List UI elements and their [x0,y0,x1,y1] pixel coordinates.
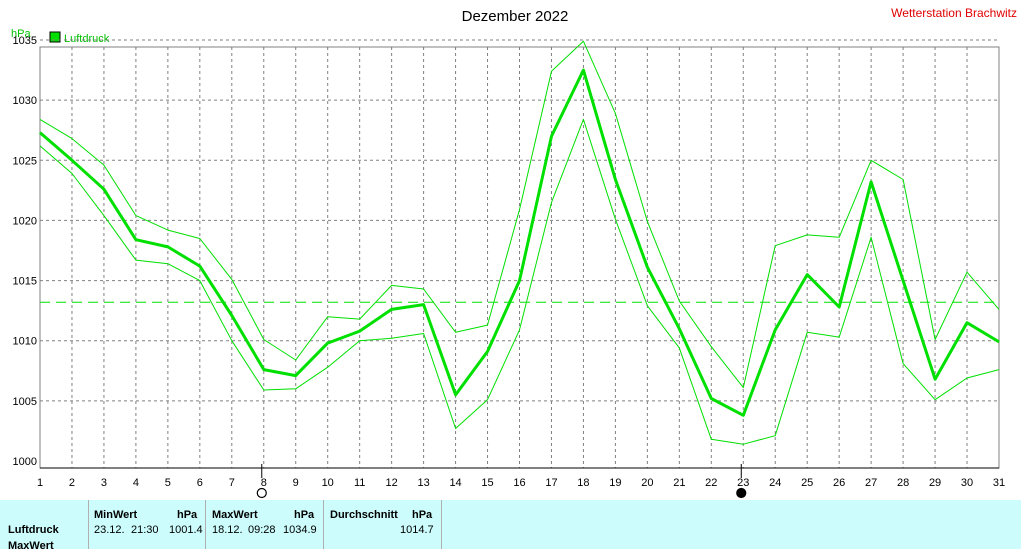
chart-title: Dezember 2022 [462,8,569,25]
x-tick-label: 1 [37,477,43,489]
x-tick-label: 27 [865,477,877,489]
avg-value: 1014.7 [400,524,434,536]
min-cell: MinWert hPa 23.12. 21:30 1001.4 [89,500,206,549]
y-tick-label: 1015 [13,276,37,288]
x-tick-label: 29 [929,477,941,489]
x-tick-label: 2 [69,477,75,489]
max-time: 09:28 [248,524,276,536]
row-label-maxwert: MaxWert [8,540,54,552]
x-tick-label: 8 [261,477,267,489]
x-tick-label: 11 [354,477,365,489]
x-tick-label: 30 [961,477,973,489]
row-label-luftdruck: Luftdruck [8,524,59,536]
y-tick-labels: 1000 1005 1010 1015 1020 1025 1030 1035 [13,35,37,468]
moon-markers [256,464,747,499]
y-tick-label: 1035 [13,35,37,47]
x-tick-label: 9 [293,477,299,489]
x-tick-label: 23 [737,477,749,489]
avg-header: Durchschnitt [330,509,398,521]
min-header: MinWert [94,509,138,521]
x-tick-label: 31 [993,477,1005,489]
min-unit: hPa [177,509,198,521]
series-lines [39,40,1000,445]
series-line-daily-min [39,118,1000,445]
x-tick-label: 10 [322,477,334,489]
station-name: Wetterstation Brachwitz [891,6,1017,20]
y-axis-unit: hPa [11,28,31,40]
x-tick-label: 18 [577,477,589,489]
legend-label: Luftdruck [64,33,110,45]
x-tick-label: 16 [513,477,525,489]
x-tick-label: 19 [609,477,621,489]
x-tick-labels: 1 2 3 4 5 6 7 8 9 10 11 12 13 14 15 16 17 18 19 20 21 22 23 24 2… [37,477,1005,489]
avg-cell: Durchschnitt hPa 1014.7 [324,500,442,549]
stats-table: Luftdruck MaxWert MinWert hPa 23.12. 21:… [0,500,1021,552]
x-tick-label: 13 [417,477,429,489]
y-tick-label: 1020 [13,215,37,227]
y-tick-label: 1000 [13,456,37,468]
max-unit: hPa [294,509,315,521]
row-label-cell: Luftdruck MaxWert [0,500,89,552]
x-tick-label: 22 [705,477,717,489]
avg-unit: hPa [412,509,433,521]
y-tick-label: 1030 [13,95,37,107]
series-line-daily-max [39,40,1000,389]
full-moon-icon [256,487,267,499]
max-cell: MaxWert hPa 18.12. 09:28 1034.9 [206,500,324,549]
x-tick-label: 24 [769,477,781,489]
x-tick-label: 6 [197,477,203,489]
x-tick-label: 5 [165,477,171,489]
x-tick-label: 21 [673,477,685,489]
y-tick-label: 1025 [13,155,37,167]
pressure-chart: Dezember 2022 Wetterstation Brachwitz hP… [11,6,1017,499]
max-date: 18.12. [212,524,243,536]
max-header: MaxWert [212,509,258,521]
x-tick-label: 26 [833,477,845,489]
x-tick-label: 15 [481,477,493,489]
min-time: 21:30 [131,524,159,536]
x-tick-label: 7 [229,477,235,489]
x-tick-label: 20 [641,477,653,489]
max-value: 1034.9 [283,524,317,536]
axes [39,46,1000,469]
min-date: 23.12. [94,524,125,536]
x-tick-label: 28 [897,477,909,489]
x-tick-label: 17 [545,477,557,489]
min-value: 1001.4 [169,524,203,536]
y-tick-label: 1005 [13,396,37,408]
x-tick-label: 25 [801,477,813,489]
series-line-mean [39,68,1000,417]
x-tick-label: 4 [133,477,139,489]
grid [40,39,999,468]
x-tick-label: 12 [386,477,398,489]
y-tick-label: 1010 [13,336,37,348]
x-tick-label: 3 [101,477,107,489]
new-moon-icon [736,487,747,499]
legend-swatch [49,31,61,43]
x-tick-label: 14 [449,477,461,489]
